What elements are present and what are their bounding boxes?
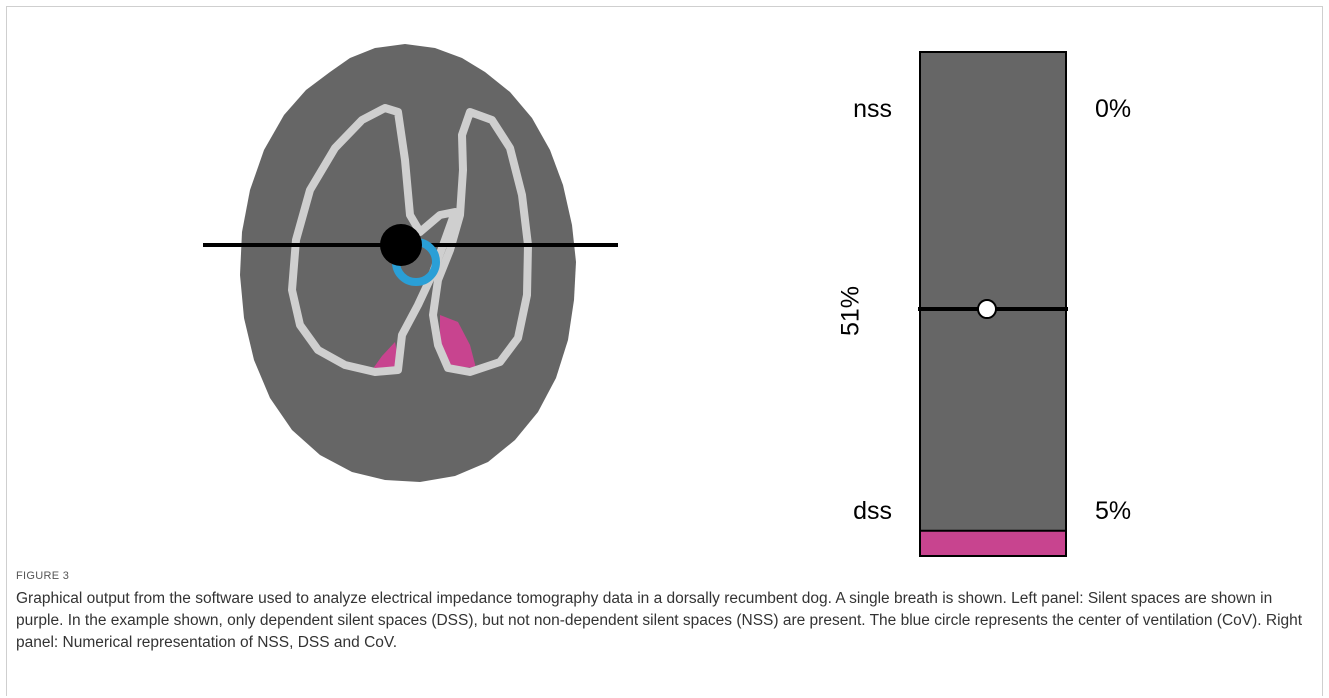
- page: nss 0% dss 5% 51% FIGURE 3 Graphical out…: [0, 0, 1329, 698]
- dss-segment: [920, 531, 1066, 556]
- cov-marker: [978, 300, 996, 318]
- figure-graphic: nss 0% dss 5% 51%: [0, 0, 1329, 565]
- right-panel: nss 0% dss 5% 51%: [837, 52, 1132, 556]
- nss-value: 0%: [1095, 95, 1131, 123]
- left-panel: [203, 44, 618, 482]
- dss-value: 5%: [1095, 497, 1131, 525]
- figure-caption: Graphical output from the software used …: [16, 588, 1316, 654]
- reference-point: [380, 224, 422, 266]
- nss-label: nss: [853, 95, 892, 123]
- figure-label: FIGURE 3: [16, 570, 69, 582]
- dss-label: dss: [853, 497, 892, 525]
- cov-value: 51%: [837, 286, 865, 336]
